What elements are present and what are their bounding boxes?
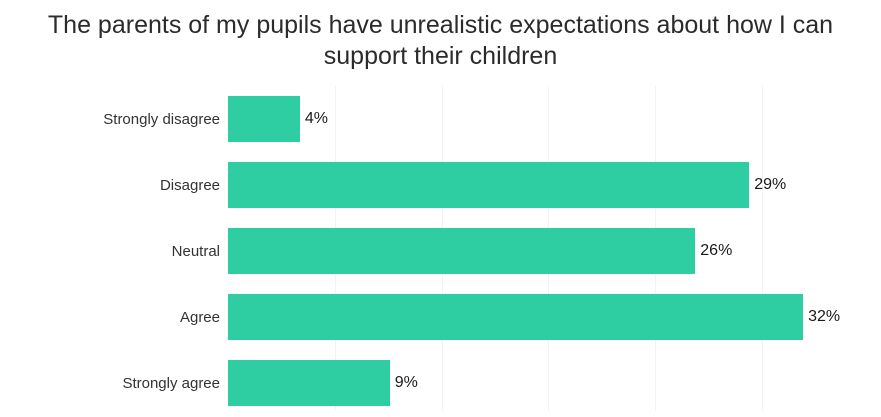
category-label: Neutral: [171, 242, 220, 260]
category-label: Strongly disagree: [103, 110, 220, 128]
bar: [228, 96, 300, 142]
bar-row: Strongly disagree 4%: [0, 86, 881, 152]
bar: [228, 294, 804, 340]
bar-row: Neutral 26%: [0, 218, 881, 284]
bar-track: 32%: [228, 294, 875, 340]
bar-track: 29%: [228, 162, 875, 208]
bar: [228, 162, 750, 208]
category-label: Disagree: [159, 176, 220, 194]
bar-track: 4%: [228, 96, 875, 142]
value-label: 26%: [700, 242, 733, 259]
value-label: 29%: [754, 176, 787, 193]
chart-title: The parents of my pupils have unrealisti…: [47, 11, 834, 70]
bar-row: Strongly agree 9%: [0, 350, 881, 416]
plot-area: Strongly disagree 4% Disagree 29% Neutra…: [0, 86, 881, 417]
value-label: 9%: [394, 374, 418, 391]
value-label: 32%: [808, 308, 841, 325]
bar-row: Disagree 29%: [0, 152, 881, 218]
bar: [228, 360, 390, 406]
category-label: Strongly agree: [122, 374, 220, 392]
bar-track: 26%: [228, 228, 875, 274]
bar-row: Agree 32%: [0, 284, 881, 350]
value-label: 4%: [304, 110, 328, 127]
bar: [228, 228, 696, 274]
category-label: Agree: [179, 308, 220, 326]
bar-track: 9%: [228, 360, 875, 406]
